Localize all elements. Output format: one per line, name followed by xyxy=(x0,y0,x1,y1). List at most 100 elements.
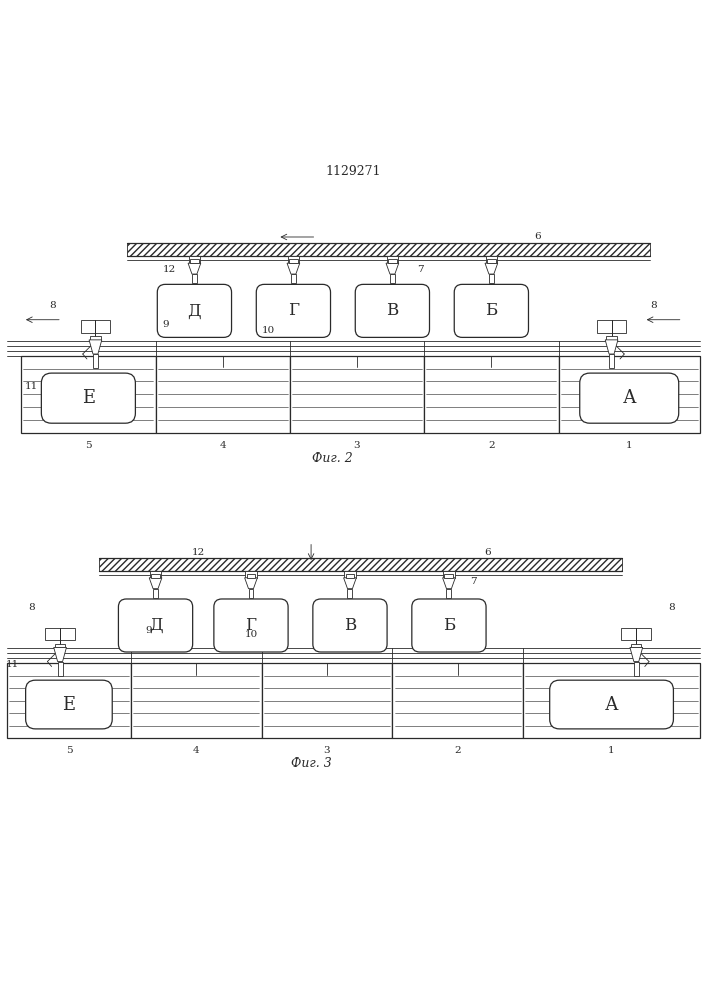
Text: 5: 5 xyxy=(66,746,72,755)
Polygon shape xyxy=(89,340,102,354)
Bar xyxy=(81,320,110,333)
Text: 6: 6 xyxy=(534,232,541,241)
Bar xyxy=(288,256,299,263)
Bar xyxy=(344,571,356,578)
Text: Фиг. 2: Фиг. 2 xyxy=(312,452,353,465)
Text: 5: 5 xyxy=(85,441,92,450)
Bar xyxy=(156,356,290,433)
Polygon shape xyxy=(443,578,455,589)
FancyBboxPatch shape xyxy=(411,599,486,652)
Text: 9: 9 xyxy=(145,626,152,635)
Bar xyxy=(99,558,622,571)
Text: В: В xyxy=(344,617,356,634)
Bar xyxy=(90,336,100,340)
Bar xyxy=(55,644,65,647)
Text: Е: Е xyxy=(62,696,76,714)
Text: 12: 12 xyxy=(163,265,176,274)
FancyBboxPatch shape xyxy=(356,284,430,337)
FancyBboxPatch shape xyxy=(580,373,679,423)
Polygon shape xyxy=(609,354,614,368)
Polygon shape xyxy=(634,662,639,676)
Text: 4: 4 xyxy=(219,441,226,450)
Text: 8: 8 xyxy=(49,301,57,310)
Text: 7: 7 xyxy=(470,577,477,586)
Text: Е: Е xyxy=(82,389,95,407)
Polygon shape xyxy=(447,589,451,598)
Bar xyxy=(21,356,156,433)
Bar xyxy=(559,356,700,433)
Bar xyxy=(131,663,262,738)
Text: 8: 8 xyxy=(650,301,658,310)
FancyBboxPatch shape xyxy=(42,373,136,423)
Polygon shape xyxy=(249,589,253,598)
Polygon shape xyxy=(386,263,399,274)
Bar xyxy=(189,256,200,263)
FancyBboxPatch shape xyxy=(454,284,528,337)
FancyBboxPatch shape xyxy=(25,680,112,729)
Text: В: В xyxy=(386,302,399,319)
Polygon shape xyxy=(344,578,356,589)
Bar xyxy=(597,320,626,333)
Text: 1: 1 xyxy=(608,746,615,755)
Bar xyxy=(523,663,700,738)
Bar xyxy=(289,259,298,263)
Polygon shape xyxy=(291,274,296,283)
Polygon shape xyxy=(153,589,158,598)
Text: 10: 10 xyxy=(262,326,275,335)
Polygon shape xyxy=(390,274,395,283)
Bar xyxy=(245,571,257,578)
Bar xyxy=(487,259,496,263)
Text: Д: Д xyxy=(148,617,163,634)
Polygon shape xyxy=(348,589,353,598)
Bar xyxy=(346,574,354,578)
Bar xyxy=(392,663,523,738)
Bar xyxy=(151,574,160,578)
Bar xyxy=(45,628,75,640)
Text: 11: 11 xyxy=(25,382,38,391)
Text: 3: 3 xyxy=(324,746,330,755)
FancyBboxPatch shape xyxy=(158,284,232,337)
Bar xyxy=(262,663,392,738)
Polygon shape xyxy=(58,662,63,676)
Bar xyxy=(247,574,255,578)
FancyBboxPatch shape xyxy=(256,284,330,337)
Bar xyxy=(443,571,455,578)
Text: Д: Д xyxy=(187,302,201,319)
Polygon shape xyxy=(245,578,257,589)
Polygon shape xyxy=(605,340,618,354)
Text: Г: Г xyxy=(245,617,257,634)
Bar xyxy=(621,628,651,640)
Polygon shape xyxy=(93,354,98,368)
Bar xyxy=(150,571,161,578)
Bar xyxy=(7,663,131,738)
Bar xyxy=(607,336,617,340)
Polygon shape xyxy=(149,578,162,589)
Polygon shape xyxy=(54,647,66,662)
Text: Г: Г xyxy=(288,302,299,319)
Polygon shape xyxy=(489,274,493,283)
Text: Фиг. 3: Фиг. 3 xyxy=(291,757,332,770)
Text: 8: 8 xyxy=(28,603,35,612)
Polygon shape xyxy=(188,263,201,274)
Bar xyxy=(424,356,559,433)
Text: 12: 12 xyxy=(192,548,204,557)
Bar xyxy=(387,256,398,263)
Text: 2: 2 xyxy=(455,746,461,755)
Text: 11: 11 xyxy=(6,660,19,669)
Text: 1129271: 1129271 xyxy=(326,165,381,178)
Text: А: А xyxy=(604,696,619,714)
FancyBboxPatch shape xyxy=(214,599,288,652)
Text: 3: 3 xyxy=(354,441,361,450)
Bar xyxy=(290,356,424,433)
Bar xyxy=(190,259,199,263)
Polygon shape xyxy=(630,647,643,662)
Bar xyxy=(486,256,497,263)
Bar xyxy=(388,259,397,263)
Bar xyxy=(127,243,650,256)
FancyBboxPatch shape xyxy=(119,599,193,652)
Polygon shape xyxy=(192,274,197,283)
Text: 1: 1 xyxy=(626,441,633,450)
Bar xyxy=(631,644,641,647)
Text: Б: Б xyxy=(485,302,498,319)
Text: 9: 9 xyxy=(163,320,170,329)
